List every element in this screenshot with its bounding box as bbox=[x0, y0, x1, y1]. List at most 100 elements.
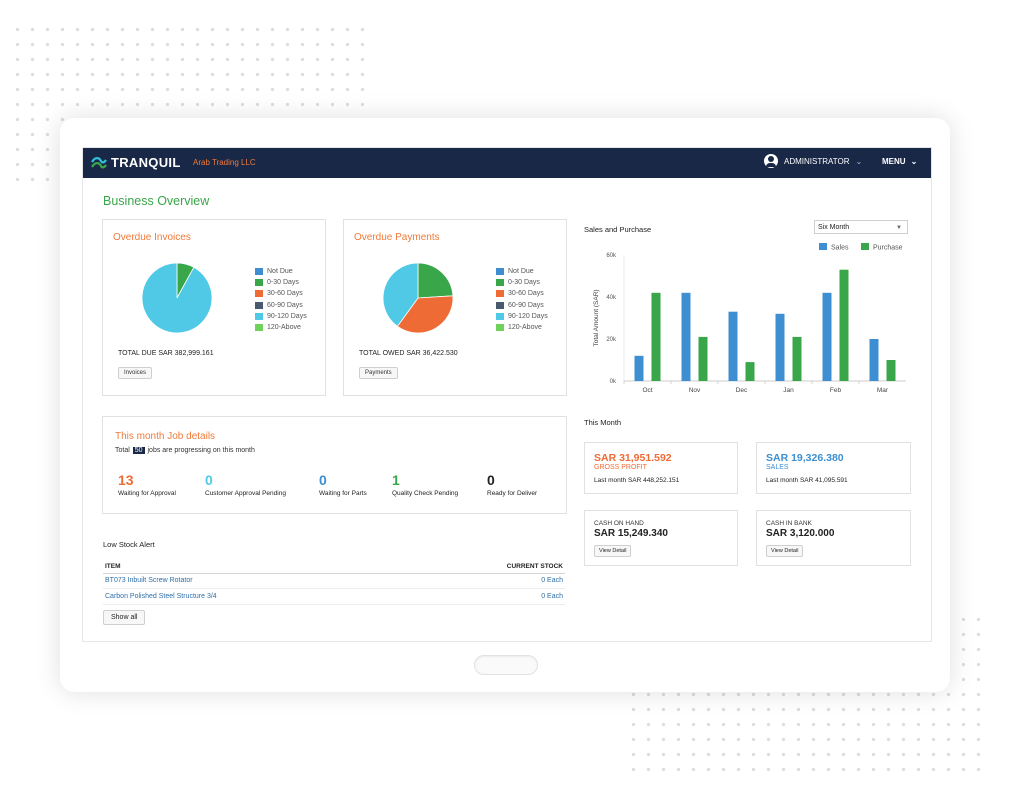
bar-sales-dec bbox=[728, 311, 738, 381]
main-menu-button[interactable]: MENU ⌄ bbox=[882, 157, 917, 166]
table-row: Carbon Polished Steel Structure 3/4 0 Ea… bbox=[103, 592, 565, 605]
brand-name: TRANQUIL bbox=[111, 155, 181, 170]
cash-on-hand-label: CASH ON HAND bbox=[594, 520, 644, 527]
stat-value: 13 bbox=[118, 472, 134, 488]
stock-value[interactable]: 0 Each bbox=[541, 593, 563, 600]
legend-label: 0-30 Days bbox=[267, 279, 299, 287]
stat-label: Ready for Deliver bbox=[487, 490, 538, 497]
legend-item: 60-90 Days bbox=[255, 300, 307, 311]
legend-item: 30-60 Days bbox=[255, 288, 307, 299]
period-select[interactable]: Six Month ▼ bbox=[814, 220, 908, 234]
x-tick-label: Dec bbox=[736, 387, 748, 394]
chevron-down-icon: ⌄ bbox=[855, 156, 863, 166]
sales-purchase-bar-chart: Total Amount (SAR) 0k 20k 40k 60k Oct Nov Dec Ja… bbox=[593, 243, 906, 394]
period-select-value: Six Month bbox=[818, 224, 850, 231]
legend-label: 0-30 Days bbox=[508, 279, 540, 287]
job-details-title: This month Job details bbox=[115, 431, 216, 442]
y-tick-label: 20k bbox=[606, 337, 617, 343]
pie-slice bbox=[396, 295, 454, 334]
item-link[interactable]: BT073 Inbuilt Screw Rotator bbox=[105, 577, 193, 584]
stat-label: Customer Approval Pending bbox=[205, 490, 286, 497]
invoices-button[interactable]: Invoices bbox=[118, 367, 153, 379]
sales-amount: SAR 19,326.380 bbox=[766, 452, 844, 464]
show-all-button[interactable]: Show all bbox=[103, 610, 146, 625]
cash-in-bank-card: CASH IN BANK SAR 3,120.000 View Detail bbox=[756, 510, 911, 566]
job-stat-customer-approval[interactable]: 0 Customer Approval Pending bbox=[205, 473, 286, 497]
bar-sales-nov bbox=[681, 292, 691, 381]
x-tick-label: Oct bbox=[642, 387, 652, 394]
dashboard-screen: TRANQUIL Arab Trading LLC ADMINISTRATOR … bbox=[82, 147, 932, 642]
legend-swatch bbox=[496, 312, 504, 320]
chevron-down-icon: ⌄ bbox=[910, 157, 918, 166]
legend-label: Not Due bbox=[267, 268, 293, 276]
overdue-payments-pie-chart bbox=[382, 262, 454, 334]
brand-logo[interactable]: TRANQUIL bbox=[91, 155, 181, 170]
stat-value: 0 bbox=[319, 472, 327, 488]
top-navigation-bar: TRANQUIL Arab Trading LLC ADMINISTRATOR … bbox=[83, 148, 931, 178]
legend-label: Purchase bbox=[873, 245, 903, 252]
item-link[interactable]: Carbon Polished Steel Structure 3/4 bbox=[105, 593, 217, 600]
legend-swatch bbox=[496, 290, 504, 298]
legend-swatch bbox=[255, 279, 263, 287]
legend-swatch bbox=[255, 268, 263, 276]
legend-label: 120-Above bbox=[508, 324, 542, 332]
legend-item: 120-Above bbox=[496, 322, 548, 333]
bar-sales-oct bbox=[634, 355, 644, 381]
view-detail-button[interactable]: View Detail bbox=[594, 545, 632, 557]
bar-purchase-dec bbox=[745, 362, 755, 381]
legend-item: Not Due bbox=[496, 266, 548, 277]
stat-label: Waiting for Parts bbox=[319, 490, 367, 497]
legend-swatch bbox=[819, 243, 827, 250]
stat-label: Quality Check Pending bbox=[392, 490, 459, 497]
gross-profit-amount: SAR 31,951.592 bbox=[594, 452, 672, 464]
company-name: Arab Trading LLC bbox=[193, 158, 256, 167]
stock-value[interactable]: 0 Each bbox=[541, 577, 563, 584]
bar-purchase-nov bbox=[698, 336, 708, 381]
user-avatar-icon bbox=[764, 154, 778, 168]
bar-purchase-oct bbox=[651, 292, 661, 381]
legend-swatch bbox=[255, 312, 263, 320]
bar-purchase-jan bbox=[792, 336, 802, 381]
job-stat-waiting-approval[interactable]: 13 Waiting for Approval bbox=[118, 473, 176, 497]
tranquil-wave-icon bbox=[91, 156, 107, 168]
pie-slice bbox=[417, 262, 454, 299]
x-tick-label: Mar bbox=[877, 387, 889, 394]
overdue-invoices-title: Overdue Invoices bbox=[113, 232, 191, 243]
legend-label: Sales bbox=[831, 245, 849, 252]
job-total-line: Total 50 jobs are progressing on this mo… bbox=[115, 447, 255, 454]
legend-label: 30-60 Days bbox=[267, 290, 303, 298]
legend-swatch bbox=[496, 279, 504, 287]
x-tick-label: Feb bbox=[830, 387, 842, 394]
legend-label: 60-90 Days bbox=[508, 301, 544, 309]
gross-profit-label: GROSS PROFIT bbox=[594, 464, 647, 471]
overdue-invoices-pie-chart bbox=[141, 262, 213, 334]
cash-on-hand-card: CASH ON HAND SAR 15,249.340 View Detail bbox=[584, 510, 738, 566]
legend-label: 120-Above bbox=[267, 324, 301, 332]
payments-button[interactable]: Payments bbox=[359, 367, 398, 379]
overdue-payments-card: Overdue Payments Not Due 0-30 Days 30-60… bbox=[343, 219, 567, 396]
cash-in-bank-amount: SAR 3,120.000 bbox=[766, 528, 835, 539]
user-name: ADMINISTRATOR bbox=[784, 156, 850, 166]
legend-swatch bbox=[255, 324, 263, 332]
legend-swatch bbox=[255, 301, 263, 309]
view-detail-button[interactable]: View Detail bbox=[766, 545, 804, 557]
y-tick-label: 60k bbox=[606, 253, 617, 259]
bar-sales-feb bbox=[822, 292, 832, 381]
y-axis-label: Total Amount (SAR) bbox=[593, 289, 600, 346]
gross-profit-card[interactable]: SAR 31,951.592 GROSS PROFIT Last month S… bbox=[584, 442, 738, 494]
bar-purchase-mar bbox=[886, 360, 896, 381]
total-owed: TOTAL OWED SAR 36,422.530 bbox=[359, 350, 458, 357]
job-stat-waiting-parts[interactable]: 0 Waiting for Parts bbox=[319, 473, 367, 497]
total-due: TOTAL DUE SAR 382,999.161 bbox=[118, 350, 214, 357]
column-header-item: ITEM bbox=[105, 563, 121, 570]
job-stat-ready-deliver[interactable]: 0 Ready for Deliver bbox=[487, 473, 537, 497]
job-stat-quality-check[interactable]: 1 Quality Check Pending bbox=[392, 473, 458, 497]
user-menu[interactable]: ADMINISTRATOR ⌄ bbox=[764, 154, 862, 168]
sales-label: SALES bbox=[766, 464, 789, 471]
legend-item: 30-60 Days bbox=[496, 288, 548, 299]
legend-item: 120-Above bbox=[255, 322, 307, 333]
bar-sales-mar bbox=[869, 339, 879, 381]
gross-profit-last-month: Last month SAR 448,252.151 bbox=[594, 477, 680, 484]
job-total-prefix: Total bbox=[115, 447, 130, 454]
sales-card[interactable]: SAR 19,326.380 SALES Last month SAR 41,0… bbox=[756, 442, 911, 494]
